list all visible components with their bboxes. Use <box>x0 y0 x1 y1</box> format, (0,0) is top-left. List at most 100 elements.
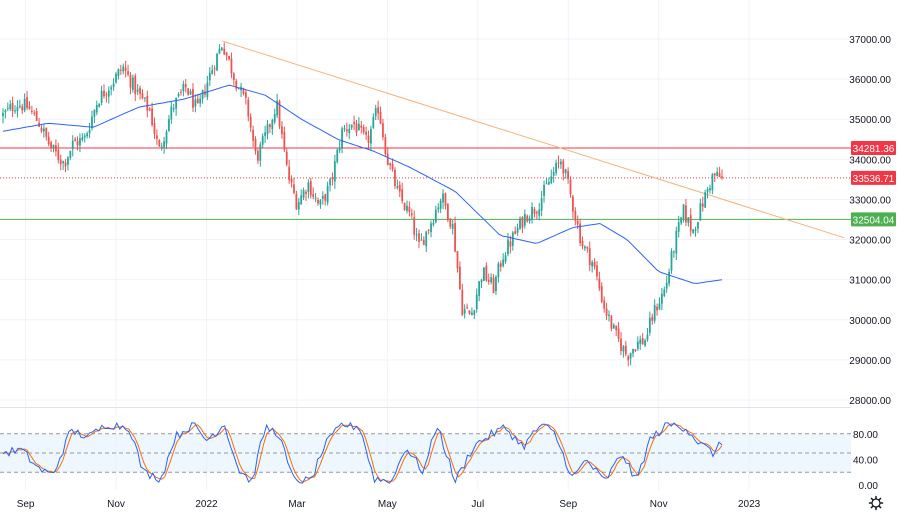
candle <box>338 140 341 154</box>
candle <box>216 52 218 72</box>
candle <box>283 126 286 153</box>
candle <box>26 91 28 111</box>
candle <box>610 314 613 332</box>
candle <box>259 141 262 167</box>
candle <box>273 108 276 125</box>
candle <box>360 120 363 134</box>
candle <box>519 216 521 230</box>
candle <box>480 278 483 289</box>
price-tick-label: 29000.00 <box>849 356 891 367</box>
candle <box>468 310 471 315</box>
candle <box>680 216 683 226</box>
candle <box>644 338 646 348</box>
candle <box>228 55 230 61</box>
candle <box>634 348 637 353</box>
candle <box>98 102 101 108</box>
time-tick-label: 2023 <box>738 499 761 510</box>
price-level-labels: 34281.36 33536.71 32504.04 <box>851 141 896 227</box>
candle <box>706 187 709 199</box>
resistance-label: 34281.36 <box>851 141 896 156</box>
candle <box>158 139 161 147</box>
candle <box>471 307 473 316</box>
price-axis[interactable]: 28000.00 29000.00 30000.00 31000.00 32000.00… <box>849 35 891 407</box>
candle <box>615 325 618 337</box>
candle <box>105 91 108 103</box>
candle <box>709 184 711 194</box>
time-tick-label: Sep <box>559 499 577 510</box>
candle <box>651 313 654 325</box>
oscillator-lines <box>2 421 723 484</box>
candle <box>309 177 312 199</box>
candle <box>673 250 675 258</box>
candle <box>504 252 507 264</box>
candle <box>103 84 105 99</box>
candle <box>636 336 639 351</box>
candle <box>639 335 642 350</box>
candle <box>603 296 606 313</box>
moving-average-line[interactable] <box>2 84 723 284</box>
candle <box>699 198 702 221</box>
candle <box>612 323 615 329</box>
oscillator-axis[interactable]: 0.00 40.00 80.00 <box>853 430 878 492</box>
candle <box>687 216 690 227</box>
candle <box>314 193 317 203</box>
time-tick-label: Nov <box>650 499 668 510</box>
candle <box>574 207 577 226</box>
candle <box>514 226 517 235</box>
candle <box>523 209 526 229</box>
candle <box>136 84 139 96</box>
candle <box>379 106 382 125</box>
candle <box>160 142 163 151</box>
candle <box>230 52 233 79</box>
candle <box>588 241 591 272</box>
candle <box>153 117 156 140</box>
stochastic-k-line[interactable] <box>2 421 723 484</box>
candle <box>567 167 570 184</box>
candle <box>220 46 223 52</box>
candle <box>266 119 269 140</box>
candle <box>59 154 62 171</box>
candle <box>413 210 416 240</box>
candle <box>208 66 211 86</box>
candle <box>550 169 553 185</box>
candle <box>139 85 141 100</box>
candle <box>213 65 216 76</box>
candle <box>131 74 134 93</box>
candle <box>199 93 202 108</box>
candle <box>83 133 86 143</box>
candle <box>30 105 33 115</box>
candle <box>473 309 476 319</box>
candle <box>321 191 324 205</box>
candle <box>543 180 545 203</box>
candle <box>81 133 84 142</box>
candle <box>478 280 481 302</box>
candle <box>495 275 497 296</box>
candle <box>300 189 303 205</box>
candle <box>502 253 505 268</box>
gear-icon[interactable] <box>868 495 884 511</box>
candle <box>382 118 384 141</box>
price-tick-label: 37000.00 <box>849 35 891 46</box>
candle <box>235 78 238 92</box>
trendline-segment[interactable] <box>222 40 845 239</box>
candle <box>632 348 634 358</box>
candle <box>697 221 699 234</box>
candle <box>596 261 598 281</box>
candle <box>617 321 620 342</box>
candle <box>269 123 271 134</box>
candle <box>107 86 110 104</box>
candle <box>538 202 541 221</box>
time-axis[interactable]: Sep Nov 2022 Mar May Jul Sep Nov 2023 <box>17 499 761 510</box>
candle <box>285 147 288 167</box>
candle <box>418 229 420 249</box>
candle <box>281 121 283 139</box>
candle <box>391 158 394 172</box>
candle <box>256 148 259 165</box>
oscillator-tick-label: 0.00 <box>859 481 879 492</box>
candle <box>71 135 74 157</box>
candle <box>115 71 117 84</box>
candle <box>670 248 673 274</box>
time-tick-label: May <box>378 499 397 510</box>
candle <box>290 175 293 188</box>
